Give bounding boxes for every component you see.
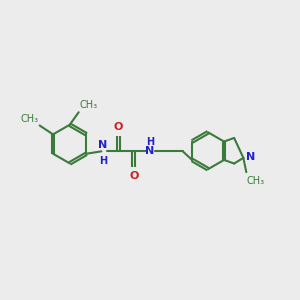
Text: N: N [146,146,155,156]
Text: O: O [129,171,138,181]
Text: CH₃: CH₃ [247,176,265,186]
Text: N: N [246,152,256,162]
Text: O: O [114,122,123,132]
Text: H: H [99,156,107,167]
Text: CH₃: CH₃ [79,100,98,110]
Text: H: H [146,137,154,147]
Text: N: N [98,140,107,150]
Text: CH₃: CH₃ [21,114,39,124]
